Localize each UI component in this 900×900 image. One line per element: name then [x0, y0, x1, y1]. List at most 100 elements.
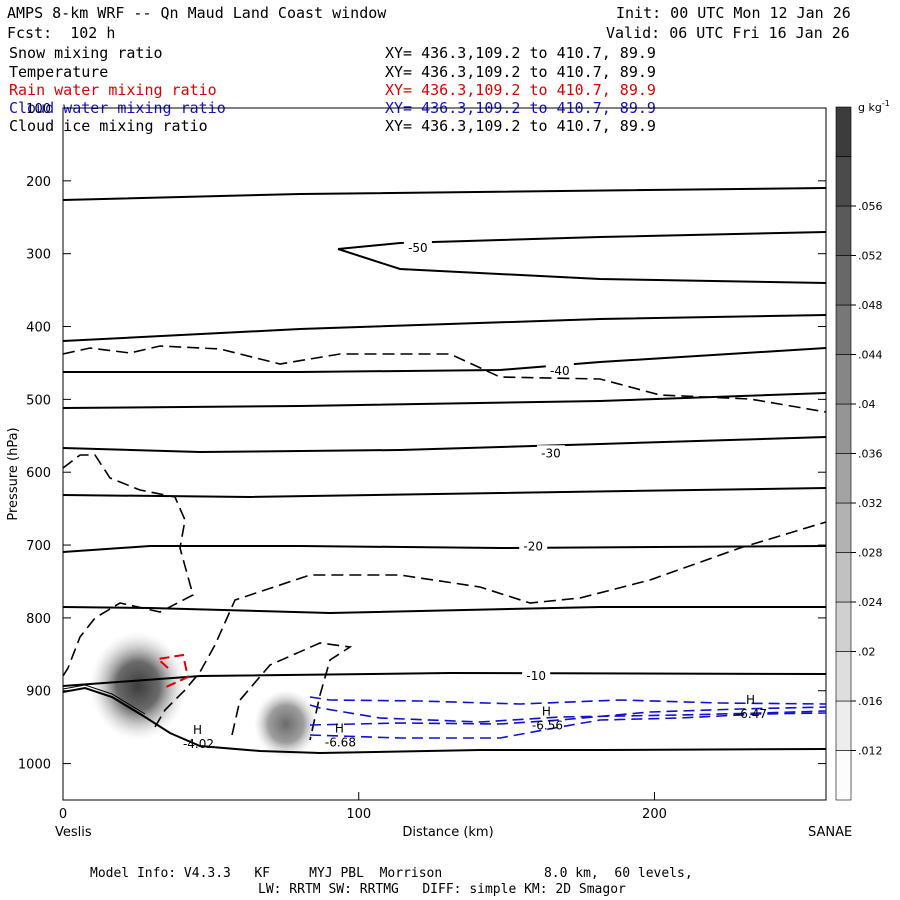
colorbar-tick-label: .032 — [858, 497, 883, 510]
temperature-contour — [337, 231, 826, 250]
colorbar-tick-label: .044 — [858, 349, 883, 362]
init-time: Init: 00 UTC Mon 12 Jan 26 — [616, 4, 851, 22]
temperature-contour — [63, 671, 826, 687]
field-xy-temperature: XY= 436.3,109.2 to 410.7, 89.9 — [385, 63, 656, 81]
y-tick-label: 1000 — [18, 758, 51, 773]
cloud-ice-contour — [63, 345, 826, 413]
colorbar-tick-label: .048 — [858, 299, 883, 312]
colorbar-segment — [835, 700, 852, 751]
temperature-contour — [63, 187, 826, 201]
cloud-water-contour — [309, 696, 826, 705]
terrain-surface — [63, 686, 826, 755]
field-xy-snow: XY= 436.3,109.2 to 410.7, 89.9 — [385, 44, 656, 62]
temperature-contour-label: -20 — [523, 540, 543, 554]
terrain-high-marker: H — [542, 705, 551, 719]
temperature-contour — [63, 392, 826, 409]
colorbar-segment — [835, 304, 852, 355]
colorbar-segment — [835, 255, 852, 306]
temperature-contour-label: -30 — [541, 446, 561, 460]
temperature-contour — [63, 487, 826, 499]
snow-mixing-ratio-shade — [90, 632, 186, 740]
field-name-temperature: Temperature — [9, 63, 109, 81]
field-name-rain: Rain water mixing ratio — [9, 81, 217, 99]
y-tick-label: 800 — [26, 612, 51, 627]
y-tick-label: 700 — [26, 539, 51, 554]
temperature-contour — [63, 606, 826, 615]
colorbar-segment — [835, 651, 852, 702]
cloud-water-contour — [309, 712, 826, 739]
colorbar-segment — [835, 205, 852, 256]
right-endpoint-label: SANAE — [808, 825, 852, 840]
y-tick-label: 900 — [26, 685, 51, 700]
x-tick-label: 0 — [59, 807, 67, 822]
y-tick-label: 400 — [26, 321, 51, 336]
cloud-water-contour — [309, 704, 826, 723]
field-name-snow: Snow mixing ratio — [9, 44, 163, 62]
colorbar-unit-base: g kg — [858, 101, 882, 114]
colorbar-tick-label: .012 — [858, 745, 883, 758]
terrain-surface — [63, 684, 146, 715]
cloud-ice-contour — [63, 454, 194, 677]
colorbar-segment — [835, 453, 852, 504]
temperature-contour — [337, 248, 826, 284]
plot-frame — [62, 107, 827, 801]
colorbar: .012 .016 .02 .024 .028 .032 .036 .04 .044 .048 .0… — [835, 106, 883, 801]
y-axis: 100 200 300 400 500 600 700 800 900 1000 — [18, 102, 826, 773]
colorbar-tick-label: .052 — [858, 250, 883, 263]
temperature-contour — [63, 545, 826, 553]
cloud-water-contour — [309, 706, 826, 726]
contour-label-bg — [522, 668, 551, 683]
x-tick-label: 100 — [346, 807, 371, 822]
terrain-height-value: -6.47 — [736, 707, 767, 721]
colorbar-segment — [835, 750, 852, 801]
field-name-cloud-ice: Cloud ice mixing ratio — [9, 117, 208, 135]
colorbar-segment — [835, 502, 852, 553]
y-tick-label: 600 — [26, 466, 51, 481]
y-tick-label: 100 — [26, 102, 51, 117]
colorbar-unit-exponent: -1 — [882, 99, 890, 108]
field-xy-cloud-ice: XY= 436.3,109.2 to 410.7, 89.9 — [385, 117, 656, 135]
colorbar-segment — [835, 354, 852, 405]
left-endpoint-label: Veslis — [55, 825, 92, 840]
rain-water-contour — [155, 653, 190, 688]
contour-label-bg — [519, 538, 548, 553]
colorbar-tick-label: .024 — [858, 596, 883, 609]
terrain-high-marker: H — [193, 723, 202, 737]
valid-time: Valid: 06 UTC Fri 16 Jan 26 — [606, 24, 850, 42]
contour-label-bg — [403, 239, 432, 254]
colorbar-segment — [835, 403, 852, 454]
terrain-high-marker: H — [335, 721, 344, 735]
colorbar-tick-label: .02 — [858, 646, 876, 659]
colorbar-segment — [835, 106, 852, 157]
temperature-contour — [63, 436, 826, 454]
model-info: Model Info: V4.3.3 KF MYJ PBL Morrison 8… — [90, 866, 693, 881]
cloud-ice-contour — [231, 642, 353, 741]
temperature-contour — [63, 314, 826, 342]
terrain-height-value: -6.56 — [532, 719, 563, 733]
snow-mixing-ratio-shade — [254, 690, 318, 758]
colorbar-segment — [835, 552, 852, 603]
colorbar-tick-label: .016 — [858, 695, 883, 708]
x-axis: 0 100 200 — [59, 792, 667, 822]
temperature-contour-label: -10 — [526, 669, 546, 683]
temperature-contour-label: -40 — [550, 364, 570, 378]
colorbar-tick-label: .04 — [858, 398, 876, 411]
y-tick-label: 200 — [26, 175, 51, 190]
terrain-high-marker: H — [746, 693, 755, 707]
colorbar-tick-label: .036 — [858, 448, 883, 461]
terrain-height-value: -4.02 — [183, 737, 214, 751]
contour-label-bg — [545, 362, 574, 377]
model-physics-info: LW: RRTM SW: RRTMG DIFF: simple KM: 2D S… — [258, 882, 626, 897]
colorbar-tick-label: .056 — [858, 200, 883, 213]
colorbar-segment — [835, 601, 852, 652]
field-xy-rain: XY= 436.3,109.2 to 410.7, 89.9 — [385, 81, 656, 99]
x-tick-label: 200 — [642, 807, 667, 822]
contour-label-bg — [536, 445, 565, 460]
y-axis-label: Pressure (hPa) — [6, 427, 21, 520]
colorbar-unit: g kg-1 — [858, 99, 890, 114]
colorbar-tick-label: .028 — [858, 547, 883, 560]
temperature-contour — [63, 347, 826, 373]
chart-title: AMPS 8-km WRF -- Qn Maud Land Coast wind… — [7, 4, 387, 22]
terrain-height-value: -6.68 — [325, 735, 356, 749]
